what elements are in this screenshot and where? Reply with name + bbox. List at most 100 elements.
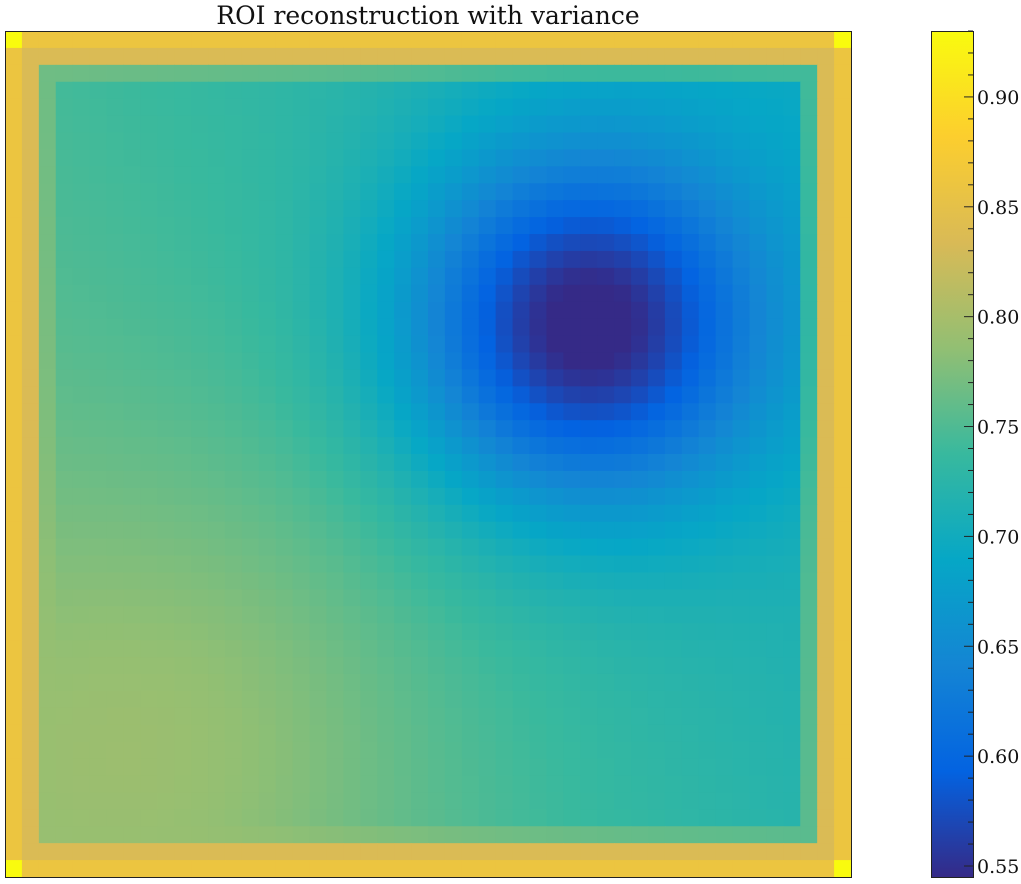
heatmap-cell: [208, 470, 226, 489]
heatmap-cell: [411, 741, 429, 760]
heatmap-cell: [563, 555, 581, 574]
heatmap-cell: [834, 335, 852, 354]
heatmap-cell: [157, 166, 175, 184]
heatmap-cell: [834, 301, 852, 320]
heatmap-cell: [174, 420, 192, 438]
heatmap-cell: [461, 470, 480, 489]
heatmap-cell: [106, 183, 125, 201]
heatmap-cell: [783, 437, 801, 455]
heatmap-cell: [800, 775, 818, 793]
heatmap-cell: [55, 657, 74, 675]
heatmap-cell: [191, 284, 209, 303]
heatmap-cell: [546, 809, 564, 827]
heatmap-cell: [800, 250, 818, 269]
heatmap-cell: [817, 809, 835, 827]
heatmap-cell: [563, 31, 581, 49]
heatmap-cell: [89, 521, 108, 540]
heatmap-cell: [55, 437, 74, 455]
heatmap-cell: [597, 640, 615, 658]
heatmap-cell: [834, 707, 852, 726]
heatmap-cell: [715, 623, 734, 641]
heatmap-cell: [681, 47, 700, 66]
heatmap-cell: [428, 504, 446, 523]
heatmap-cell: [343, 183, 361, 201]
heatmap-cell: [681, 707, 700, 726]
heatmap-cell: [292, 758, 311, 777]
heatmap-cell: [478, 487, 497, 506]
heatmap-cell: [732, 166, 751, 184]
heatmap-cell: [681, 690, 700, 709]
heatmap-cell: [241, 707, 260, 726]
heatmap-cell: [715, 149, 734, 167]
heatmap-cell: [89, 826, 108, 844]
heatmap-cell: [749, 538, 767, 557]
heatmap-cell: [631, 826, 649, 844]
heatmap-cell: [72, 149, 91, 167]
heatmap-cell: [495, 555, 514, 574]
heatmap-cell: [309, 47, 328, 66]
heatmap-cell: [681, 470, 700, 489]
heatmap-cell: [732, 640, 751, 658]
heatmap-cell: [5, 690, 23, 709]
heatmap-cell: [495, 217, 514, 235]
heatmap-cell: [411, 301, 429, 320]
heatmap-cell: [157, 64, 175, 83]
heatmap-cell: [157, 183, 175, 201]
heatmap-cell: [191, 741, 209, 760]
heatmap-cell: [495, 623, 514, 641]
heatmap-cell: [55, 250, 74, 269]
heatmap-cell: [5, 403, 23, 421]
heatmap-cell: [647, 640, 666, 658]
heatmap-cell: [140, 690, 158, 709]
heatmap-cell: [478, 420, 497, 438]
heatmap-cell: [377, 690, 395, 709]
heatmap-cell: [411, 267, 429, 286]
heatmap-cell: [21, 809, 40, 827]
heatmap-cell: [698, 217, 717, 235]
heatmap-cell: [411, 470, 429, 489]
heatmap-cell: [817, 673, 835, 692]
heatmap-cell: [208, 284, 226, 303]
heatmap-cell: [428, 470, 446, 489]
heatmap-cell: [157, 335, 175, 354]
heatmap-cell: [749, 267, 767, 286]
heatmap-cell: [343, 301, 361, 320]
heatmap-cell: [817, 318, 835, 337]
heatmap-cell: [800, 555, 818, 574]
heatmap-cell: [89, 200, 108, 218]
heatmap-cell: [123, 470, 141, 489]
heatmap-cell: [444, 758, 463, 777]
heatmap-cell: [275, 826, 294, 844]
heatmap-cell: [377, 318, 395, 337]
heatmap-cell: [174, 470, 192, 489]
heatmap-cell: [834, 606, 852, 624]
heatmap-cell: [191, 369, 209, 387]
heatmap-cell: [106, 31, 125, 49]
heatmap-cell: [580, 555, 598, 574]
heatmap-cell: [258, 318, 277, 337]
heatmap-cell: [766, 707, 784, 726]
heatmap-cell: [563, 741, 581, 760]
heatmap-cell: [72, 538, 91, 557]
heatmap-cell: [191, 572, 209, 590]
heatmap-cell: [89, 335, 108, 354]
heatmap-cell: [461, 673, 480, 692]
heatmap-cell: [224, 623, 243, 641]
heatmap-cell: [512, 284, 531, 303]
heatmap-cell: [174, 843, 192, 861]
heatmap-cell: [529, 149, 548, 167]
heatmap-cell: [55, 504, 74, 523]
heatmap-cell: [749, 335, 767, 354]
heatmap-cell: [597, 420, 615, 438]
heatmap-cell: [191, 166, 209, 184]
heatmap-cell: [394, 454, 412, 472]
heatmap-cell: [208, 149, 226, 167]
heatmap-cell: [106, 640, 125, 658]
heatmap-cell: [546, 183, 564, 201]
heatmap-cell: [123, 369, 141, 387]
heatmap-cell: [715, 250, 734, 269]
heatmap-cell: [292, 623, 311, 641]
heatmap-cell: [140, 741, 158, 760]
heatmap-cell: [546, 843, 564, 861]
